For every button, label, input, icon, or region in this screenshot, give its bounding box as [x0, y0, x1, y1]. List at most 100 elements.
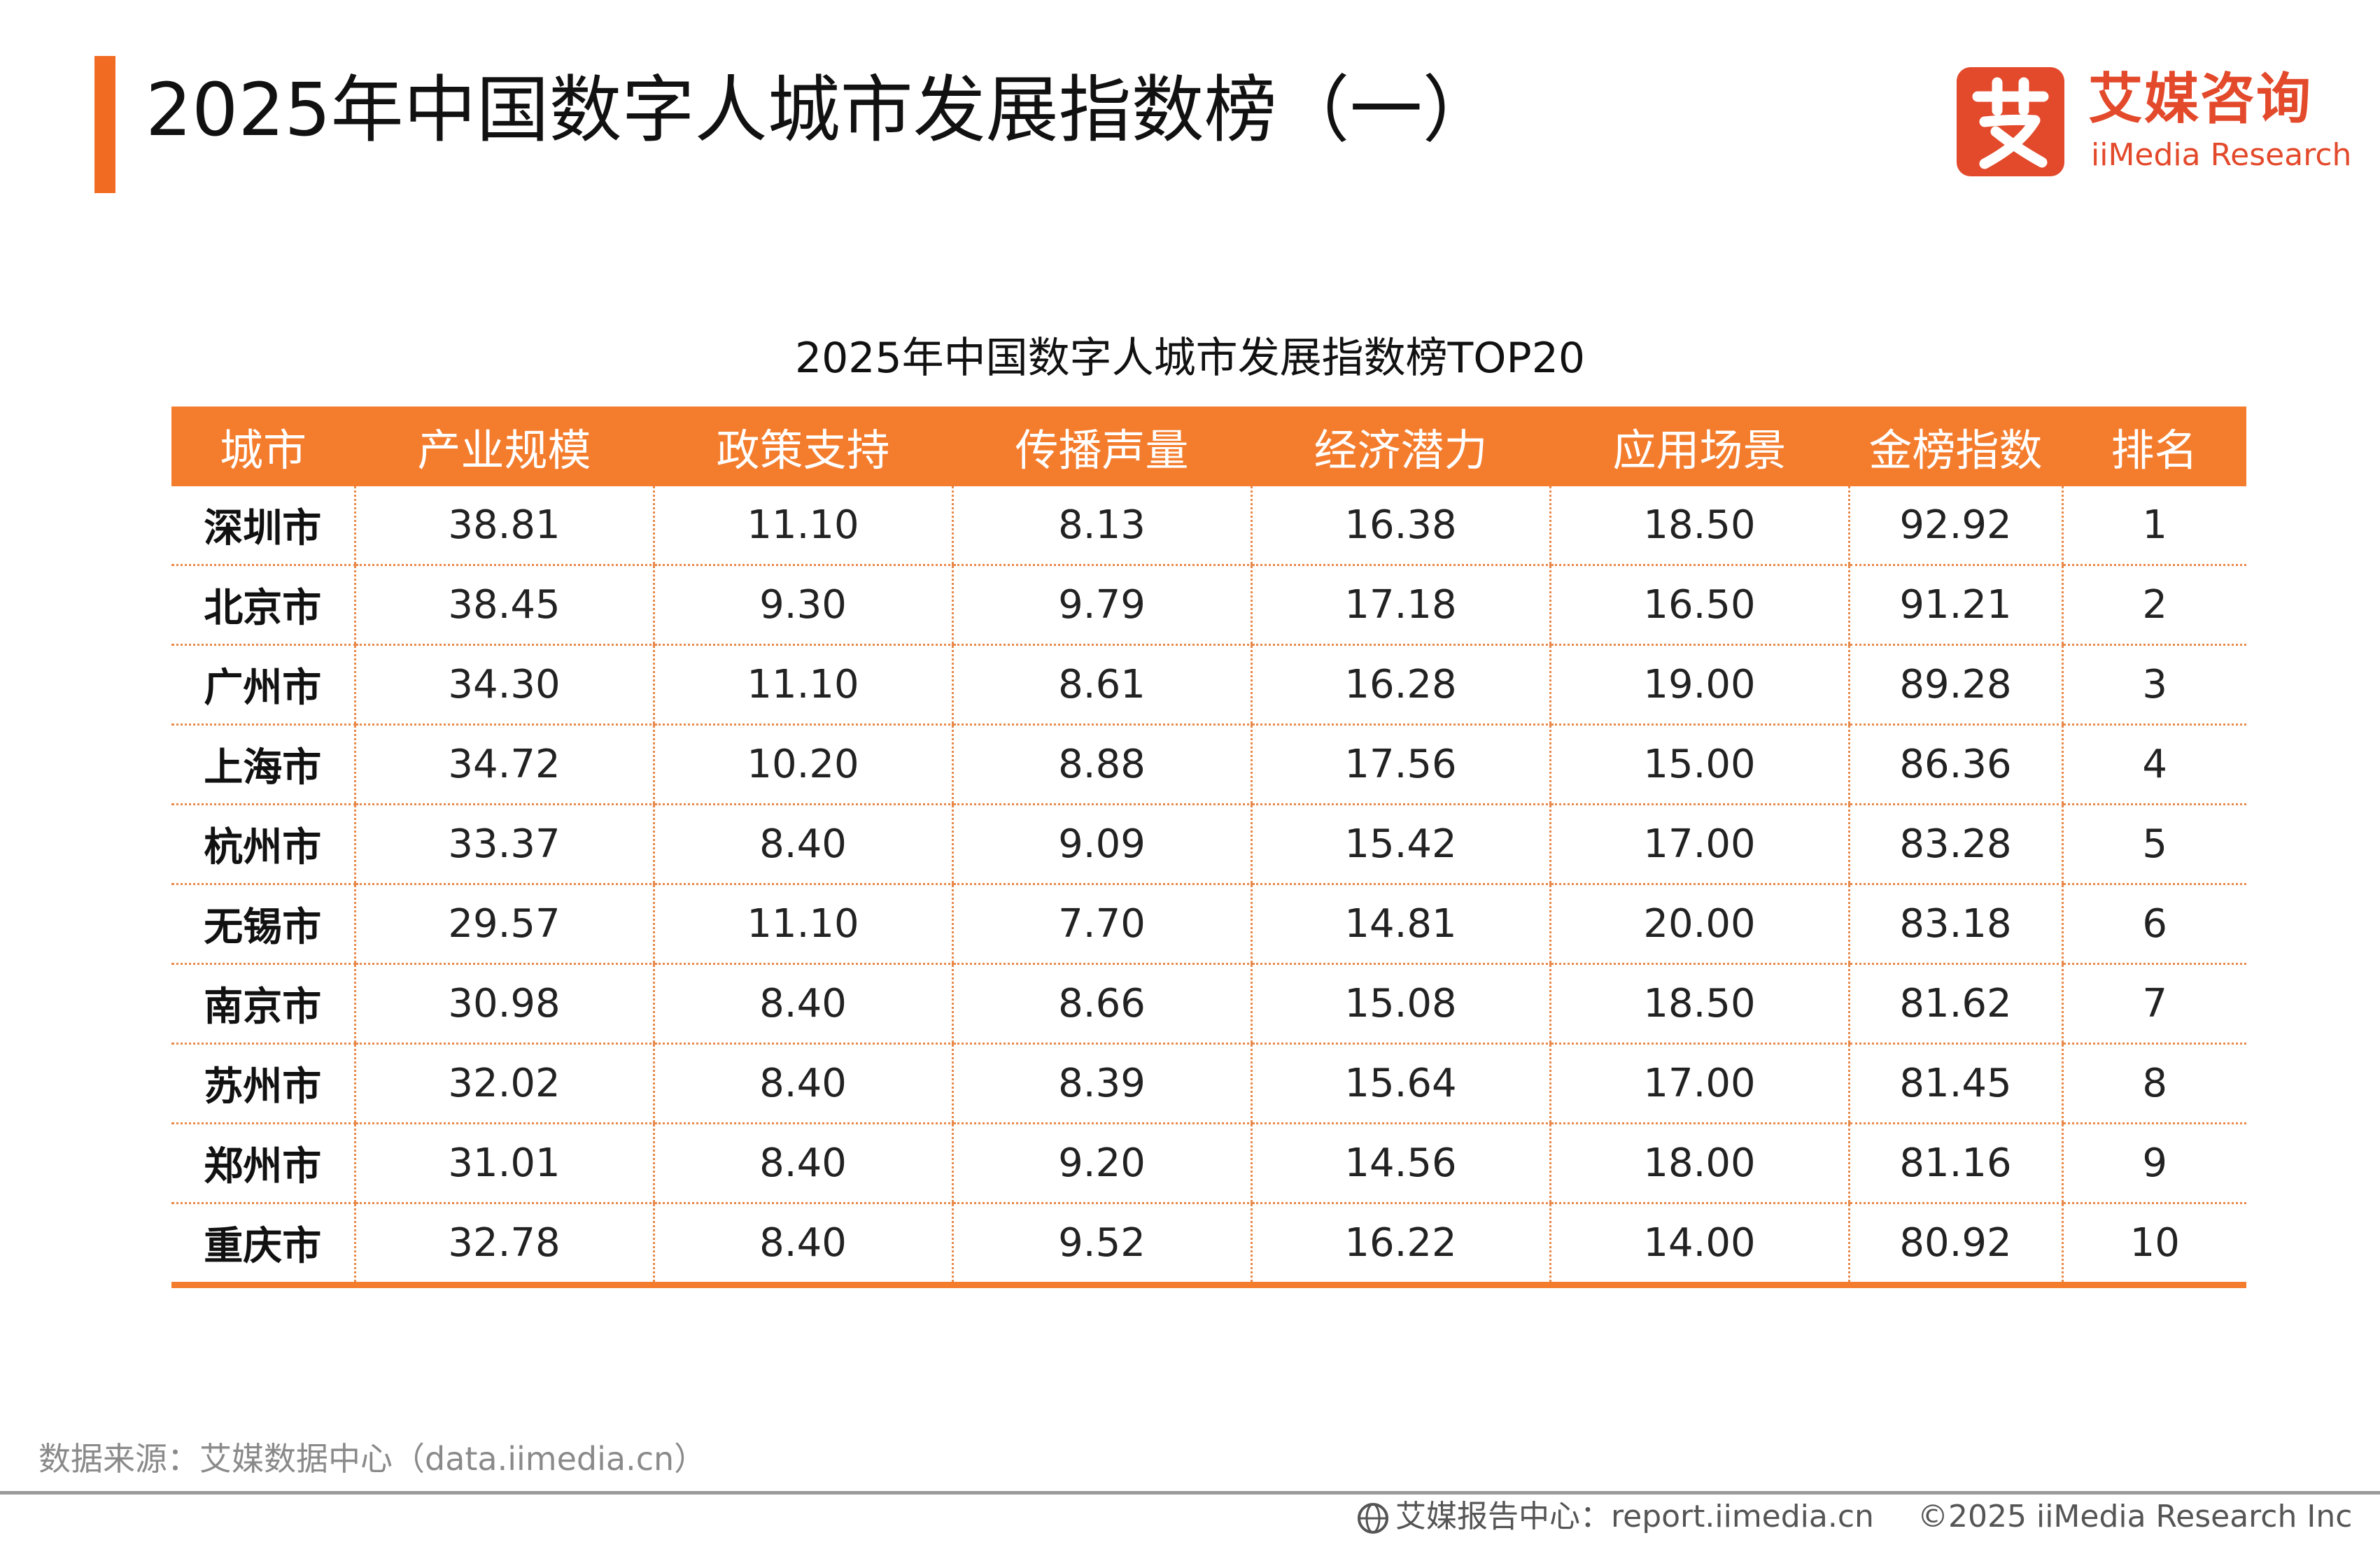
footer-divider: [0, 1491, 2380, 1495]
value-cell: 33.37: [353, 804, 654, 885]
value-cell: 81.16: [1847, 1123, 2062, 1204]
value-cell: 34.30: [353, 644, 654, 726]
value-cell: 30.98: [353, 963, 654, 1045]
value-cell: 29.57: [353, 884, 654, 965]
city-cell: 郑州市: [171, 1123, 355, 1204]
value-cell: 16.50: [1549, 565, 1849, 646]
value-cell: 20.00: [1549, 884, 1849, 965]
value-cell: 17.00: [1549, 1043, 1849, 1124]
value-cell: 31.01: [353, 1123, 654, 1204]
report-center-text: 艾媒报告中心：report.iimedia.cn: [1395, 1499, 1874, 1534]
rank-cell: 10: [2061, 1203, 2246, 1288]
value-cell: 17.18: [1250, 565, 1550, 646]
page-title: 2025年中国数字人城市发展指数榜（一）: [146, 67, 1495, 153]
value-cell: 8.88: [951, 724, 1251, 805]
table-row: 无锡市 29.57 11.10 7.70 14.81 20.00 83.18 6: [171, 884, 2246, 965]
rank-cell: 2: [2061, 565, 2246, 646]
table-row: 苏州市 32.02 8.40 8.39 15.64 17.00 81.45 8: [171, 1043, 2246, 1124]
value-cell: 16.22: [1250, 1203, 1550, 1288]
value-cell: 18.50: [1549, 486, 1849, 566]
city-cell: 广州市: [171, 644, 355, 726]
table-row: 杭州市 33.37 8.40 9.09 15.42 17.00 83.28 5: [171, 804, 2246, 885]
value-cell: 15.64: [1250, 1043, 1550, 1124]
city-cell: 苏州市: [171, 1043, 355, 1124]
column-header: 经济潜力: [1251, 407, 1550, 486]
value-cell: 9.20: [951, 1123, 1251, 1204]
globe-icon: [1358, 1503, 1388, 1534]
rank-cell: 4: [2061, 724, 2246, 805]
city-cell: 上海市: [171, 724, 355, 805]
value-cell: 15.42: [1250, 804, 1550, 885]
value-cell: 17.00: [1549, 804, 1849, 885]
city-cell: 深圳市: [171, 486, 355, 566]
value-cell: 83.18: [1847, 884, 2062, 965]
value-cell: 16.28: [1250, 644, 1550, 726]
value-cell: 18.50: [1549, 963, 1849, 1045]
value-cell: 83.28: [1847, 804, 2062, 885]
value-cell: 9.79: [951, 565, 1251, 646]
column-header: 城市: [171, 407, 355, 486]
value-cell: 9.09: [951, 804, 1251, 885]
column-header: 排名: [2062, 407, 2246, 486]
table-row: 郑州市 31.01 8.40 9.20 14.56 18.00 81.16 9: [171, 1123, 2246, 1204]
column-header: 产业规模: [355, 407, 654, 486]
value-cell: 32.02: [353, 1043, 654, 1124]
value-cell: 7.70: [951, 884, 1251, 965]
table-header-row: 城市 产业规模 政策支持 传播声量 经济潜力 应用场景 金榜指数 排名: [171, 407, 2246, 486]
table-row: 重庆市 32.78 8.40 9.52 16.22 14.00 80.92 10: [171, 1203, 2246, 1288]
value-cell: 10.20: [652, 724, 952, 805]
value-cell: 80.92: [1847, 1203, 2062, 1288]
value-cell: 8.40: [652, 1203, 952, 1288]
ranking-table: 城市 产业规模 政策支持 传播声量 经济潜力 应用场景 金榜指数 排名 深圳市 38.81 11.…: [171, 407, 2246, 1288]
value-cell: 11.10: [652, 644, 952, 726]
value-cell: 14.56: [1250, 1123, 1550, 1204]
table-row: 北京市 38.45 9.30 9.79 17.18 16.50 91.21 2: [171, 565, 2246, 646]
city-cell: 杭州市: [171, 804, 355, 885]
value-cell: 8.66: [951, 963, 1251, 1045]
value-cell: 92.92: [1847, 486, 2062, 566]
value-cell: 89.28: [1847, 644, 2062, 726]
rank-cell: 8: [2061, 1043, 2246, 1124]
value-cell: 8.40: [652, 804, 952, 885]
value-cell: 34.72: [353, 724, 654, 805]
value-cell: 16.38: [1250, 486, 1550, 566]
logo-name-cn: 艾媒咨询: [2088, 68, 2313, 131]
value-cell: 81.62: [1847, 963, 2062, 1045]
rank-cell: 5: [2061, 804, 2246, 885]
rank-cell: 3: [2061, 644, 2246, 726]
value-cell: 38.81: [353, 486, 654, 566]
value-cell: 32.78: [353, 1203, 654, 1288]
value-cell: 14.00: [1549, 1203, 1849, 1288]
value-cell: 91.21: [1847, 565, 2062, 646]
city-cell: 南京市: [171, 963, 355, 1045]
table-row: 深圳市 38.81 11.10 8.13 16.38 18.50 92.92 1: [171, 486, 2246, 566]
table-body: 深圳市 38.81 11.10 8.13 16.38 18.50 92.92 1 北京市 38.4…: [171, 486, 2246, 1288]
column-header: 应用场景: [1550, 407, 1849, 486]
value-cell: 8.39: [951, 1043, 1251, 1124]
value-cell: 8.40: [652, 1043, 952, 1124]
table-title: 2025年中国数字人城市发展指数榜TOP20: [794, 334, 1586, 383]
title-accent-bar: [94, 56, 115, 193]
table-row: 广州市 34.30 11.10 8.61 16.28 19.00 89.28 3: [171, 644, 2246, 726]
value-cell: 15.08: [1250, 963, 1550, 1045]
logo-glyph-icon: [1972, 77, 2049, 169]
city-cell: 无锡市: [171, 884, 355, 965]
value-cell: 8.40: [652, 963, 952, 1045]
table-row: 上海市 34.72 10.20 8.88 17.56 15.00 86.36 4: [171, 724, 2246, 805]
rank-cell: 9: [2061, 1123, 2246, 1204]
value-cell: 9.52: [951, 1203, 1251, 1288]
value-cell: 81.45: [1847, 1043, 2062, 1124]
rank-cell: 7: [2061, 963, 2246, 1045]
value-cell: 17.56: [1250, 724, 1550, 805]
value-cell: 11.10: [652, 884, 952, 965]
rank-cell: 6: [2061, 884, 2246, 965]
column-header: 金榜指数: [1849, 407, 2062, 486]
value-cell: 8.61: [951, 644, 1251, 726]
iimedia-logo: 艾媒咨询 iiMedia Research: [1957, 64, 2351, 183]
city-cell: 北京市: [171, 565, 355, 646]
value-cell: 15.00: [1549, 724, 1849, 805]
table-row: 南京市 30.98 8.40 8.66 15.08 18.50 81.62 7: [171, 963, 2246, 1045]
value-cell: 86.36: [1847, 724, 2062, 805]
logo-name-en: iiMedia Research: [2091, 137, 2352, 173]
value-cell: 19.00: [1549, 644, 1849, 726]
